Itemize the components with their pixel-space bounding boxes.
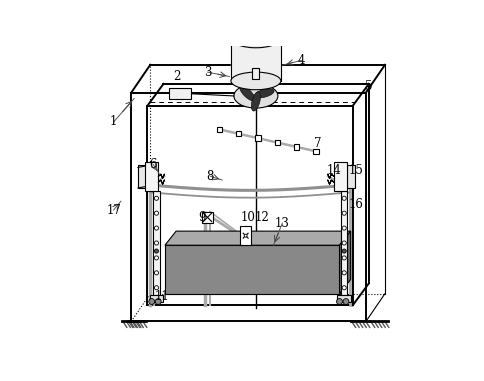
Ellipse shape	[254, 89, 273, 98]
Circle shape	[341, 241, 346, 245]
Bar	[346, 165, 354, 188]
Text: 3: 3	[203, 66, 211, 78]
Bar	[165, 245, 339, 294]
Circle shape	[341, 226, 346, 230]
Bar	[252, 68, 259, 80]
Text: 14: 14	[326, 164, 340, 177]
Bar	[340, 191, 347, 295]
Ellipse shape	[251, 92, 260, 111]
Bar	[153, 191, 159, 295]
Polygon shape	[339, 231, 350, 294]
Circle shape	[154, 286, 158, 290]
Bar	[169, 88, 191, 99]
Bar	[274, 140, 279, 145]
Bar	[216, 127, 221, 132]
Bar	[313, 149, 318, 154]
Ellipse shape	[239, 86, 254, 101]
Circle shape	[341, 196, 346, 200]
Text: 8: 8	[206, 170, 213, 183]
Text: 4: 4	[297, 54, 304, 67]
Bar	[337, 295, 350, 301]
Circle shape	[336, 299, 342, 304]
Polygon shape	[165, 231, 350, 245]
Text: 16: 16	[348, 198, 363, 211]
Circle shape	[341, 286, 346, 290]
Polygon shape	[230, 38, 280, 81]
Text: 17: 17	[106, 203, 121, 216]
Circle shape	[154, 271, 158, 275]
Text: 15: 15	[348, 164, 363, 177]
Circle shape	[154, 256, 158, 260]
Text: 1: 1	[110, 115, 117, 128]
Circle shape	[341, 249, 346, 253]
Bar	[239, 226, 251, 245]
Circle shape	[155, 299, 161, 304]
Bar	[145, 162, 158, 191]
Bar	[333, 162, 346, 191]
Text: 6: 6	[149, 158, 157, 171]
Circle shape	[154, 196, 158, 200]
Text: 12: 12	[254, 211, 269, 224]
Text: 5: 5	[364, 80, 372, 93]
Circle shape	[154, 249, 158, 253]
Circle shape	[341, 256, 346, 260]
Bar	[255, 136, 260, 141]
Circle shape	[154, 226, 158, 230]
Circle shape	[342, 299, 348, 304]
Text: 13: 13	[274, 217, 289, 230]
Ellipse shape	[230, 72, 280, 90]
Circle shape	[341, 271, 346, 275]
Bar	[150, 295, 163, 301]
Circle shape	[243, 234, 246, 237]
Ellipse shape	[230, 29, 280, 48]
Bar	[293, 144, 299, 150]
Text: 7: 7	[313, 138, 320, 150]
Circle shape	[154, 241, 158, 245]
Text: 10: 10	[241, 211, 256, 224]
Circle shape	[341, 211, 346, 215]
Text: 2: 2	[173, 70, 180, 83]
Bar	[202, 212, 212, 223]
Ellipse shape	[233, 84, 277, 108]
Bar	[235, 131, 241, 136]
Circle shape	[149, 299, 154, 304]
Text: 9: 9	[197, 211, 205, 224]
Circle shape	[154, 211, 158, 215]
Bar	[137, 165, 148, 188]
Text: 11: 11	[154, 290, 169, 303]
